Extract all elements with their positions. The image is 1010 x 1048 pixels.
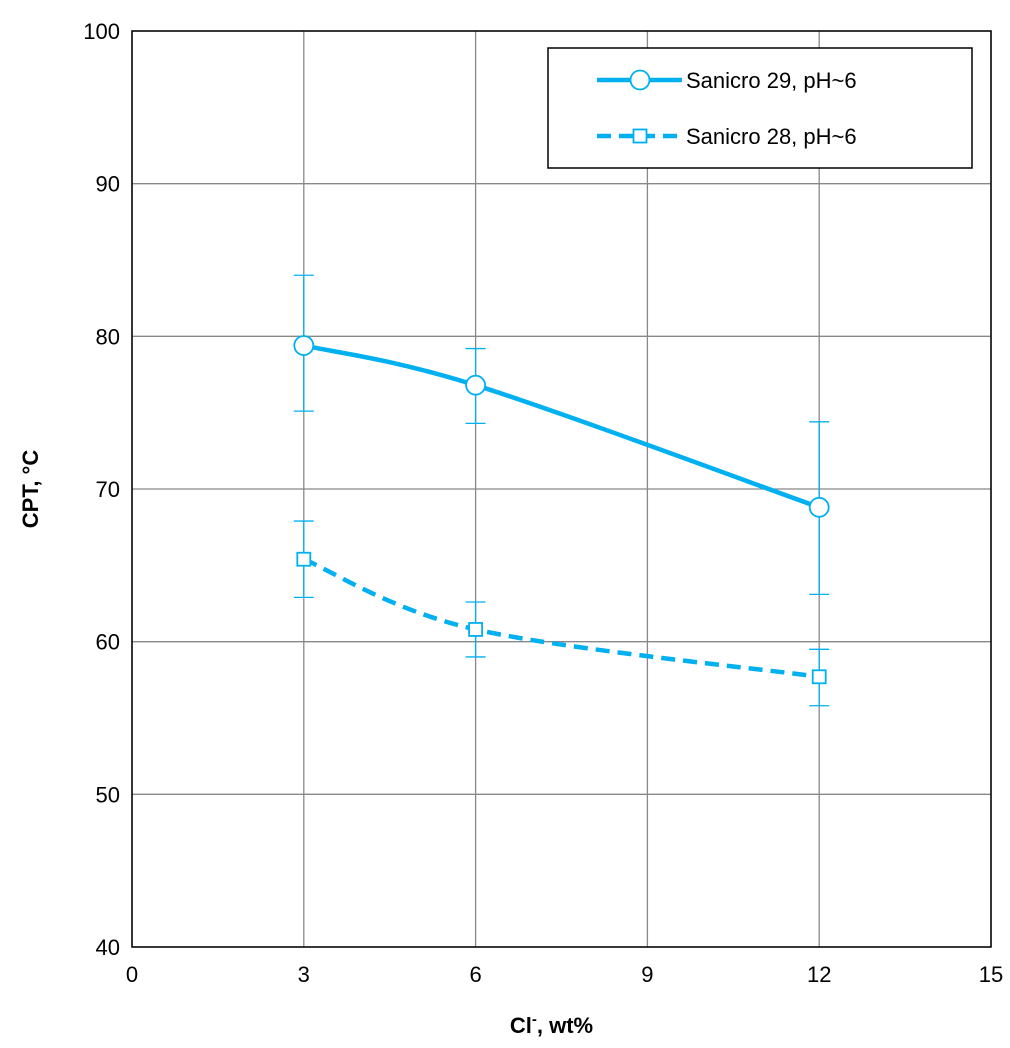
y-tick-label: 90 bbox=[96, 172, 120, 197]
x-tick-label: 3 bbox=[298, 962, 310, 987]
y-axis-title: CPT, °C bbox=[18, 450, 43, 529]
data-point bbox=[468, 622, 484, 637]
series-2 bbox=[293, 520, 830, 707]
legend-box bbox=[547, 47, 973, 169]
data-point bbox=[808, 496, 830, 518]
x-tick-label: 15 bbox=[979, 962, 1003, 987]
legend-entry-1: Sanicro 29, pH~6 bbox=[597, 68, 857, 93]
x-tick-label: 9 bbox=[641, 962, 653, 987]
x-tick-label: 12 bbox=[807, 962, 831, 987]
y-tick-labels: 40 50 60 70 80 90 100 bbox=[83, 19, 120, 960]
y-tick-label: 40 bbox=[96, 935, 120, 960]
x-axis-title-superscript: - bbox=[532, 1011, 537, 1028]
legend-marker bbox=[632, 128, 648, 144]
data-point bbox=[811, 669, 827, 685]
legend: Sanicro 29, pH~6 Sanicro 28, pH~6 bbox=[547, 47, 973, 169]
series-line bbox=[302, 557, 820, 680]
legend-entry-2: Sanicro 28, pH~6 bbox=[597, 124, 857, 149]
x-tick-label: 0 bbox=[126, 962, 138, 987]
y-tick-label: 50 bbox=[96, 782, 120, 807]
y-tick-label: 60 bbox=[96, 630, 120, 655]
legend-marker bbox=[629, 69, 651, 91]
legend-label: Sanicro 28, pH~6 bbox=[686, 124, 857, 149]
x-tick-labels: 0 3 6 9 12 15 bbox=[126, 962, 1003, 987]
y-tick-label: 80 bbox=[96, 324, 120, 349]
series-layer bbox=[293, 274, 830, 707]
legend-label: Sanicro 29, pH~6 bbox=[686, 68, 857, 93]
y-tick-label: 100 bbox=[83, 19, 120, 44]
x-tick-label: 6 bbox=[469, 962, 481, 987]
data-point bbox=[465, 374, 487, 396]
x-axis-title-main: Cl bbox=[510, 1013, 532, 1038]
data-point bbox=[293, 335, 315, 356]
x-axis-title: Cl-, wt% bbox=[510, 1011, 593, 1038]
data-point bbox=[296, 551, 312, 567]
series-line bbox=[303, 343, 820, 510]
y-tick-label: 70 bbox=[96, 477, 120, 502]
x-axis-title-rest: , wt% bbox=[537, 1013, 593, 1038]
plot-area bbox=[131, 30, 992, 948]
series-1 bbox=[293, 274, 830, 595]
